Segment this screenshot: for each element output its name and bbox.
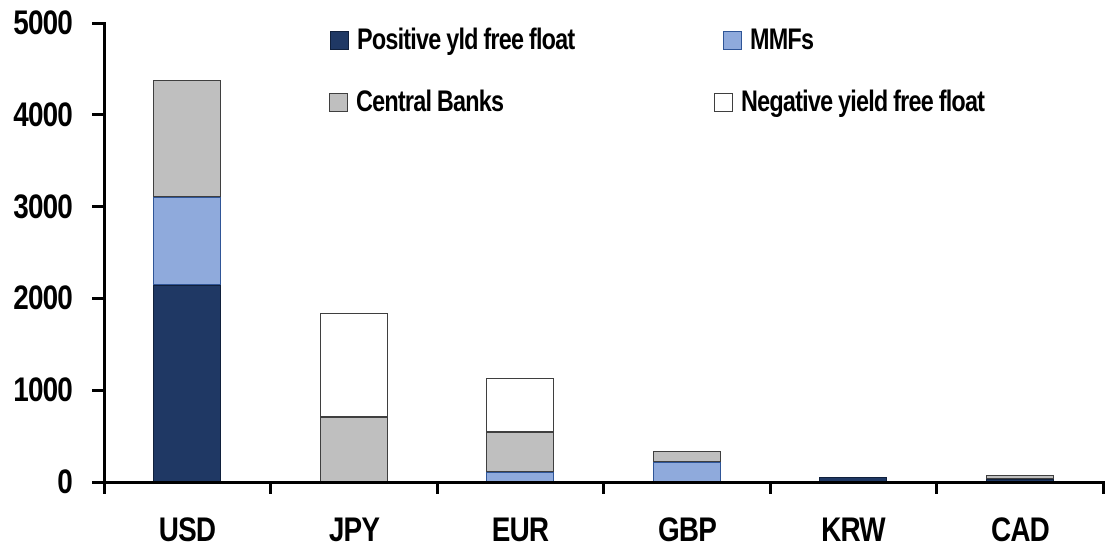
y-axis-tick	[91, 205, 106, 209]
y-axis-line	[102, 23, 106, 484]
x-axis-tick	[602, 482, 605, 494]
bar-segment	[652, 461, 721, 482]
bar-segment	[153, 79, 222, 198]
legend-item: Negative yield free float	[714, 85, 1053, 118]
y-axis-tick	[91, 113, 106, 117]
bar-segment	[985, 475, 1054, 480]
y-axis-tick-label: 3000	[13, 187, 73, 226]
x-axis-tick	[1101, 482, 1105, 494]
x-axis-category-label: CAD	[990, 511, 1050, 549]
y-axis-tick-label: 4000	[13, 95, 73, 134]
y-axis-tick	[91, 388, 106, 392]
bar-segment	[153, 284, 222, 482]
y-axis-tick	[91, 21, 106, 25]
bar-segment	[652, 450, 721, 462]
bar-segment	[486, 378, 555, 433]
bar-segment	[319, 313, 388, 417]
legend-label: MMFs	[750, 23, 814, 56]
legend-item: Positive yld free float	[330, 23, 636, 56]
y-axis-tick-label: 0	[57, 463, 73, 501]
y-axis-tick-label: 1000	[13, 371, 73, 410]
legend-label: Central Banks	[356, 85, 504, 118]
x-axis-tick	[768, 482, 772, 494]
legend-swatch	[714, 92, 733, 112]
bar-segment	[319, 416, 388, 482]
x-axis-tick	[269, 482, 272, 494]
bar-segment	[486, 432, 555, 472]
y-axis-tick	[91, 480, 106, 484]
y-axis-tick	[91, 296, 106, 300]
bar-segment	[153, 197, 222, 285]
x-axis-tick	[435, 482, 439, 494]
legend-swatch	[723, 30, 742, 50]
y-axis-tick-label: 5000	[13, 4, 73, 42]
x-axis-tick	[102, 482, 106, 494]
x-axis-category-label: KRW	[821, 511, 886, 549]
legend-label: Positive yld free float	[357, 23, 575, 56]
legend-item: Central Banks	[329, 85, 545, 118]
legend-swatch	[329, 92, 348, 112]
x-axis-category-label: USD	[159, 511, 216, 549]
x-axis-category-label: GBP	[657, 511, 717, 549]
y-axis-tick-label: 2000	[13, 279, 73, 318]
x-axis-tick	[935, 482, 938, 494]
legend-label: Negative yield free float	[741, 85, 985, 118]
x-axis-line	[102, 480, 1105, 484]
x-axis-category-label: EUR	[492, 511, 549, 549]
legend-swatch	[330, 30, 349, 50]
legend-item: MMFs	[723, 23, 831, 56]
x-axis-category-label: JPY	[328, 511, 380, 549]
